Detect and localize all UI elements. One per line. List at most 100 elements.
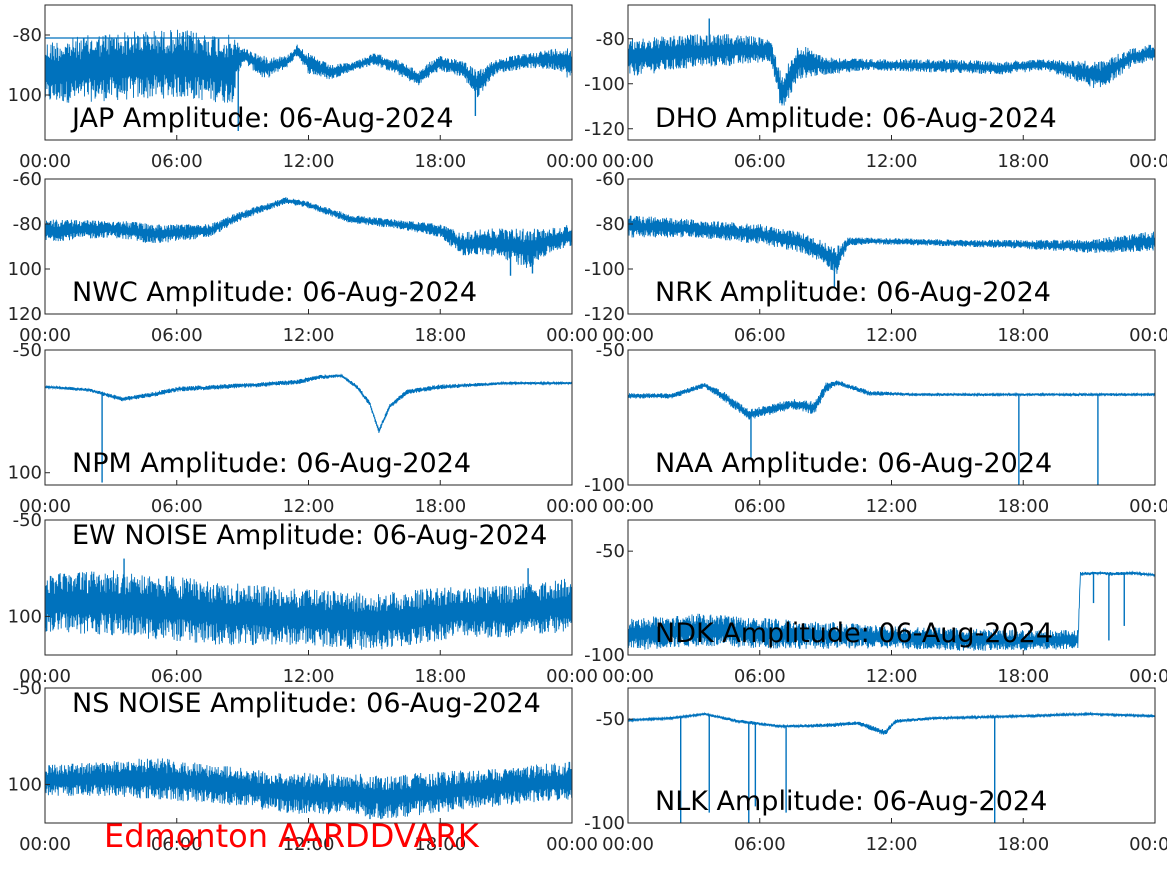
panel-7: -50 100 00:00 06:00 12:00 18:00 00:00 EW NOISE …	[8, 510, 598, 687]
y-tick-label: -50	[596, 541, 625, 562]
x-tick-label: 18:00	[414, 496, 466, 517]
y-tick-label: -80	[596, 29, 625, 50]
y-tick-label: -100	[584, 475, 625, 496]
series-line	[628, 34, 1155, 106]
panel-2: -80-100-12000:0006:0012:0018:0000:00DHO …	[584, 4, 1167, 172]
x-tick-label: 00:00	[1129, 151, 1167, 172]
y-tick-label: 100	[8, 85, 42, 106]
x-tick-label: 00:00	[602, 496, 654, 517]
panel-title: DHO Amplitude: 06-Aug-2024	[655, 103, 1057, 134]
x-tick-label: 06:00	[151, 151, 203, 172]
x-tick-label: 12:00	[283, 325, 335, 346]
series-line	[45, 29, 572, 103]
x-tick-label: 06:00	[151, 325, 203, 346]
series-line	[45, 197, 572, 268]
y-tick-label: -50	[13, 340, 42, 361]
panel-4: -60-80-100-12000:0006:0012:0018:0000:00N…	[584, 169, 1167, 346]
panel-title: NDK Amplitude: 06-Aug-2024	[655, 618, 1053, 649]
y-tick-label: -80	[596, 214, 625, 235]
x-tick-label: 12:00	[283, 666, 335, 687]
panel-9: -50 100 00:00 06:00 12:00 18:00 00:00 NS NOISE …	[8, 678, 598, 855]
x-tick-label: 06:00	[734, 325, 786, 346]
x-tick-label: 00:00	[1129, 666, 1167, 687]
y-tick-label: -80	[13, 214, 42, 235]
x-tick-label: 18:00	[414, 666, 466, 687]
panel-title: NS NOISE Amplitude: 06-Aug-2024	[72, 688, 541, 719]
x-tick-label: 12:00	[283, 834, 335, 855]
x-tick-label: 06:00	[734, 666, 786, 687]
x-tick-label: 06:00	[734, 151, 786, 172]
x-tick-label: 12:00	[866, 834, 918, 855]
x-tick-label: 00:00	[1129, 834, 1167, 855]
x-tick-label: 12:00	[866, 325, 918, 346]
x-tick-label: 12:00	[866, 496, 918, 517]
y-tick-label: -60	[13, 169, 42, 190]
panel-title: NLK Amplitude: 06-Aug-2024	[655, 786, 1047, 817]
x-tick-label: 00:00	[546, 666, 598, 687]
x-tick-label: 06:00	[151, 834, 203, 855]
y-tick-label: 100	[8, 774, 42, 795]
series-line	[45, 373, 572, 434]
x-tick-label: 00:00	[546, 496, 598, 517]
x-tick-label: 18:00	[997, 834, 1049, 855]
series-line	[45, 758, 572, 819]
y-tick-label: -50	[596, 709, 625, 730]
series-line	[628, 215, 1155, 274]
x-tick-label: 00:00	[1129, 496, 1167, 517]
x-tick-label: 00:00	[546, 325, 598, 346]
panel-title: NAA Amplitude: 06-Aug-2024	[655, 448, 1052, 479]
x-tick-label: 18:00	[997, 666, 1049, 687]
y-tick-label: 100	[8, 463, 42, 484]
x-tick-label: 00:00	[546, 151, 598, 172]
series-line	[45, 570, 572, 650]
panel-title: JAP Amplitude: 06-Aug-2024	[70, 103, 454, 134]
x-tick-label: 18:00	[997, 151, 1049, 172]
y-tick-label: -120	[584, 304, 625, 325]
x-tick-label: 06:00	[734, 834, 786, 855]
x-tick-label: 00:00	[19, 151, 71, 172]
y-tick-label: -50	[13, 678, 42, 699]
x-tick-label: 18:00	[414, 151, 466, 172]
y-tick-label: 120	[8, 304, 42, 325]
station-label: Edmonton AARDDVARK	[104, 817, 479, 855]
x-tick-label: 18:00	[414, 834, 466, 855]
x-tick-label: 12:00	[283, 496, 335, 517]
y-tick-label: -100	[584, 259, 625, 280]
x-tick-label: 00:00	[19, 496, 71, 517]
y-tick-label: 100	[8, 606, 42, 627]
series-line	[628, 570, 1155, 651]
x-tick-label: 18:00	[997, 325, 1049, 346]
panel-1: -80 100 00:00 06:00 12:00 18:00 00:00 JAP Ampli…	[8, 4, 598, 172]
x-tick-label: 00:00	[546, 834, 598, 855]
y-tick-label: -100	[584, 74, 625, 95]
series-line	[628, 711, 1155, 735]
x-tick-label: 00:00	[1129, 325, 1167, 346]
x-tick-label: 00:00	[602, 666, 654, 687]
y-tick-label: 100	[8, 259, 42, 280]
x-tick-label: 00:00	[602, 834, 654, 855]
series-line	[628, 380, 1155, 420]
panel-title: EW NOISE Amplitude: 06-Aug-2024	[72, 520, 547, 551]
y-tick-label: -100	[584, 645, 625, 666]
x-tick-label: 00:00	[19, 834, 71, 855]
x-tick-label: 00:00	[19, 666, 71, 687]
x-tick-label: 00:00	[19, 325, 71, 346]
x-tick-label: 06:00	[734, 496, 786, 517]
panel-title: NPM Amplitude: 06-Aug-2024	[72, 448, 471, 479]
x-tick-label: 06:00	[151, 666, 203, 687]
x-tick-label: 12:00	[866, 151, 918, 172]
y-tick-label: -80	[13, 25, 42, 46]
x-tick-label: 12:00	[283, 151, 335, 172]
x-tick-label: 06:00	[151, 496, 203, 517]
y-tick-label: -50	[13, 510, 42, 531]
panel-title: NRK Amplitude: 06-Aug-2024	[655, 277, 1051, 308]
y-tick-label: -60	[596, 169, 625, 190]
x-tick-label: 12:00	[866, 666, 918, 687]
panel-title: NWC Amplitude: 06-Aug-2024	[72, 277, 477, 308]
